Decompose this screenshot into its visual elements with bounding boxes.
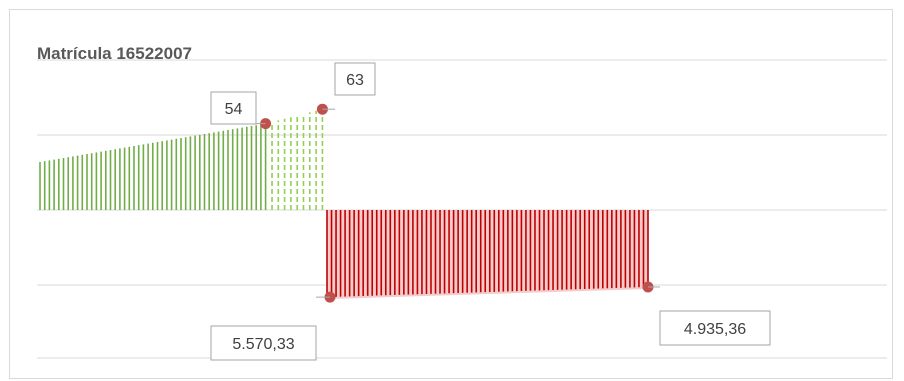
data-label-negative-last: 4.935,36: [684, 321, 746, 338]
negative-area-fill: [327, 210, 648, 300]
bars-layer: [39, 109, 649, 298]
data-label-negative-first-box: [210, 325, 317, 361]
chart-title: Matrícula 16522007: [37, 44, 192, 63]
negative-area-layer: [327, 210, 648, 300]
data-labels-layer: 54 63 5.570,33 4.935,36: [210, 62, 771, 361]
data-label-projection-last: 63: [346, 72, 364, 89]
gridlines: [37, 59, 887, 359]
data-label-history-last: 54: [225, 101, 243, 118]
data-label-negative-first: 5.570,33: [232, 336, 294, 353]
data-label-history-last-box: [210, 91, 257, 125]
data-label-negative-last-box: [659, 310, 771, 346]
data-label-projection-last-box: [334, 62, 376, 96]
